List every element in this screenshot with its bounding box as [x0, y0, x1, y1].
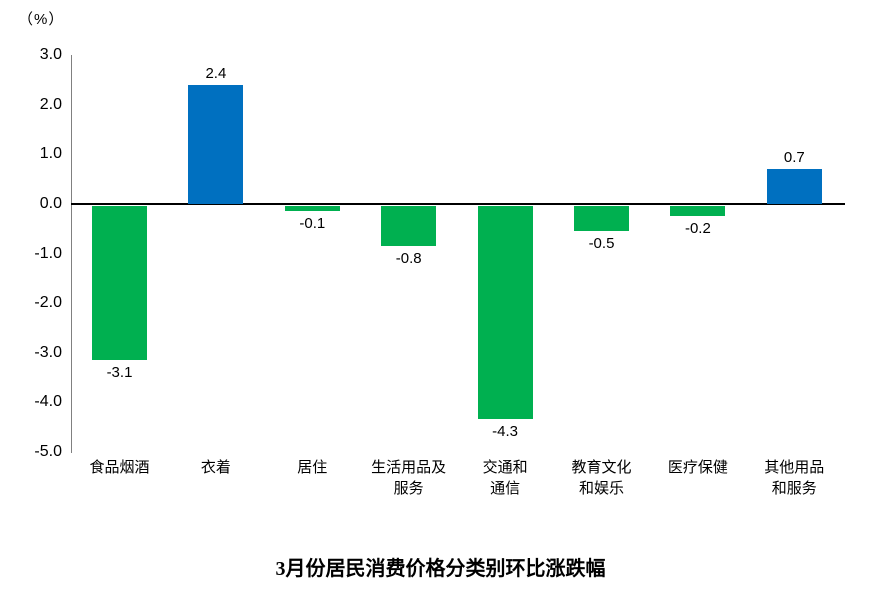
bar-value-label: -0.5	[588, 234, 615, 252]
bar-value-label: -3.1	[106, 363, 133, 381]
bar-8	[766, 169, 822, 204]
y-axis-tick-label: 1.0	[39, 145, 62, 163]
bar-2	[188, 84, 244, 204]
bar-value-label: -0.1	[299, 214, 326, 232]
y-axis-tick-label: 3.0	[39, 46, 62, 64]
bar-3	[284, 206, 340, 211]
bar-value-label: -4.3	[492, 423, 519, 441]
y-axis-tick-label: -1.0	[34, 244, 62, 262]
x-axis-category-label: 生活用品及 服务	[371, 459, 447, 497]
x-axis-category-label: 食品烟酒	[89, 459, 150, 476]
y-axis-tick-label: -4.0	[34, 393, 62, 411]
bar-value-label: 0.7	[783, 149, 805, 167]
x-axis-category-label: 衣着	[200, 459, 231, 476]
chart-title: 3月份居民消费价格分类别环比涨跌幅	[275, 558, 606, 580]
y-axis-tick-label: 0.0	[39, 195, 62, 212]
bar-1	[92, 206, 147, 360]
y-axis-tick-label: 2.0	[39, 95, 62, 113]
x-axis-category-label: 教育文化 和娱乐	[571, 459, 632, 497]
y-axis-tick-label: -3.0	[34, 343, 62, 361]
bar-value-label: -0.2	[684, 219, 711, 237]
y-axis-line	[71, 55, 72, 453]
y-axis-tick-label: -5.0	[34, 443, 62, 460]
x-axis-category-label: 其他用品 和服务	[764, 459, 825, 497]
bar-7	[670, 206, 726, 216]
bar-value-label: -0.8	[395, 249, 422, 267]
bar-4	[381, 206, 437, 246]
bar-6	[574, 206, 629, 231]
x-axis-category-label: 交通和 通信	[482, 459, 528, 497]
y-axis-tick-label: -2.0	[34, 294, 62, 312]
y-axis-unit-label: （%）	[18, 11, 65, 28]
zero-baseline	[71, 203, 845, 205]
x-axis-category-label: 居住	[297, 459, 328, 476]
x-axis-category-label: 医疗保健	[667, 459, 728, 476]
bar-5	[477, 206, 533, 420]
bar-value-label: 2.4	[205, 64, 227, 82]
